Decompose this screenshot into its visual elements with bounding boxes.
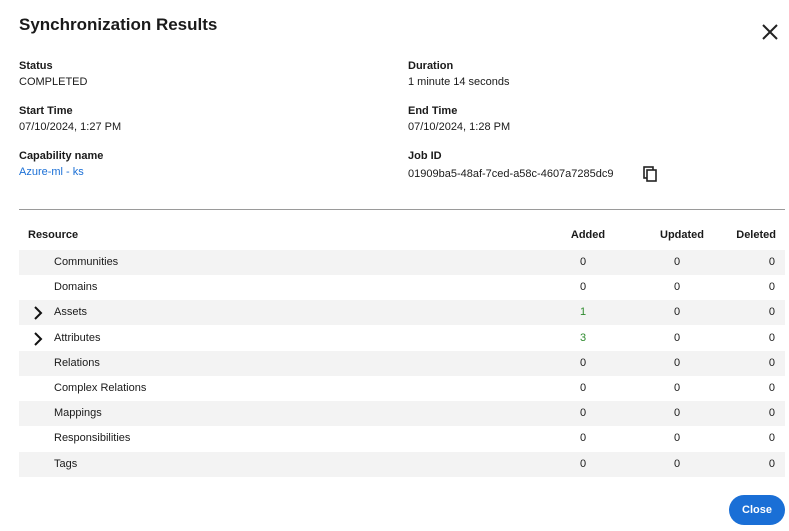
count-added: 0	[579, 407, 587, 420]
copy-icon[interactable]	[643, 166, 657, 182]
count-deleted: 0	[768, 256, 775, 268]
field-value: 07/10/2024, 1:27 PM	[19, 121, 122, 133]
field-label: Capability name	[19, 150, 104, 162]
count-added: 0	[579, 432, 587, 445]
table-row: Tags 0 0 0	[19, 451, 785, 477]
count-added: 3	[579, 331, 587, 344]
resource-name: Responsibilities	[54, 432, 131, 445]
count-updated: 0	[673, 432, 681, 445]
table-row: Attributes 3 0 0	[19, 326, 785, 351]
count-deleted: 0	[768, 331, 775, 344]
resource-name: Mappings	[54, 407, 102, 420]
table-row: Mappings 0 0 0	[19, 401, 785, 427]
divider	[19, 209, 785, 210]
table-row: Relations 0 0 0	[19, 350, 785, 376]
expand-chevron[interactable]	[33, 306, 43, 321]
count-updated: 0	[673, 407, 681, 420]
count-deleted: 0	[768, 457, 775, 470]
field-label: Status	[19, 60, 53, 72]
table-row: Assets 1 0 0	[19, 300, 785, 326]
field-label: Duration	[408, 60, 454, 72]
field-value: COMPLETED	[19, 76, 88, 88]
close-icon[interactable]	[761, 23, 779, 41]
count-updated: 0	[673, 281, 681, 294]
field-label: Start Time	[19, 105, 73, 117]
column-header: Added	[570, 229, 606, 241]
count-deleted: 0	[768, 281, 775, 294]
count-deleted: 0	[768, 382, 775, 394]
resource-name: Domains	[54, 281, 98, 294]
column-header: Resource	[28, 229, 79, 241]
field-value: 1 minute 14 seconds	[408, 76, 510, 88]
field-label: End Time	[408, 105, 458, 117]
count-updated: 0	[673, 382, 681, 394]
count-updated: 0	[673, 356, 681, 369]
count-added: 0	[579, 356, 587, 369]
field-link[interactable]: Azure-ml - ks	[19, 166, 84, 178]
resource-name: Tags	[54, 457, 78, 470]
count-added: 0	[579, 256, 587, 268]
column-header: Deleted	[736, 229, 776, 241]
count-updated: 0	[673, 331, 681, 344]
resource-name: Assets	[54, 306, 88, 319]
resource-name: Communities	[54, 256, 119, 268]
resource-name: Complex Relations	[54, 382, 147, 394]
count-added: 0	[579, 281, 587, 294]
table-row: Responsibilities 0 0 0	[19, 426, 785, 451]
count-updated: 0	[673, 306, 681, 319]
close-button[interactable]: Close	[729, 495, 785, 525]
table-row: Domains 0 0 0	[19, 275, 785, 300]
count-added: 0	[579, 457, 587, 470]
count-added: 0	[579, 382, 587, 394]
column-header: Updated	[660, 229, 704, 241]
resource-name: Attributes	[54, 331, 101, 344]
count-deleted: 0	[768, 306, 775, 319]
field-value: 07/10/2024, 1:28 PM	[408, 121, 511, 133]
table-row: Complex Relations 0 0 0	[19, 376, 785, 401]
count-updated: 0	[673, 457, 681, 470]
dialog-title: Synchronization Results	[19, 15, 218, 34]
field-label: Job ID	[408, 150, 442, 162]
count-deleted: 0	[768, 407, 775, 420]
table-row: Communities 0 0 0	[19, 250, 785, 275]
count-deleted: 0	[768, 356, 775, 369]
field-value: 01909ba5-48af-7ced-a58c-4607a7285dc9	[408, 168, 614, 180]
expand-chevron[interactable]	[33, 331, 43, 346]
count-deleted: 0	[768, 432, 775, 445]
count-added: 1	[579, 306, 587, 319]
count-updated: 0	[673, 256, 681, 268]
resource-name: Relations	[54, 356, 100, 369]
